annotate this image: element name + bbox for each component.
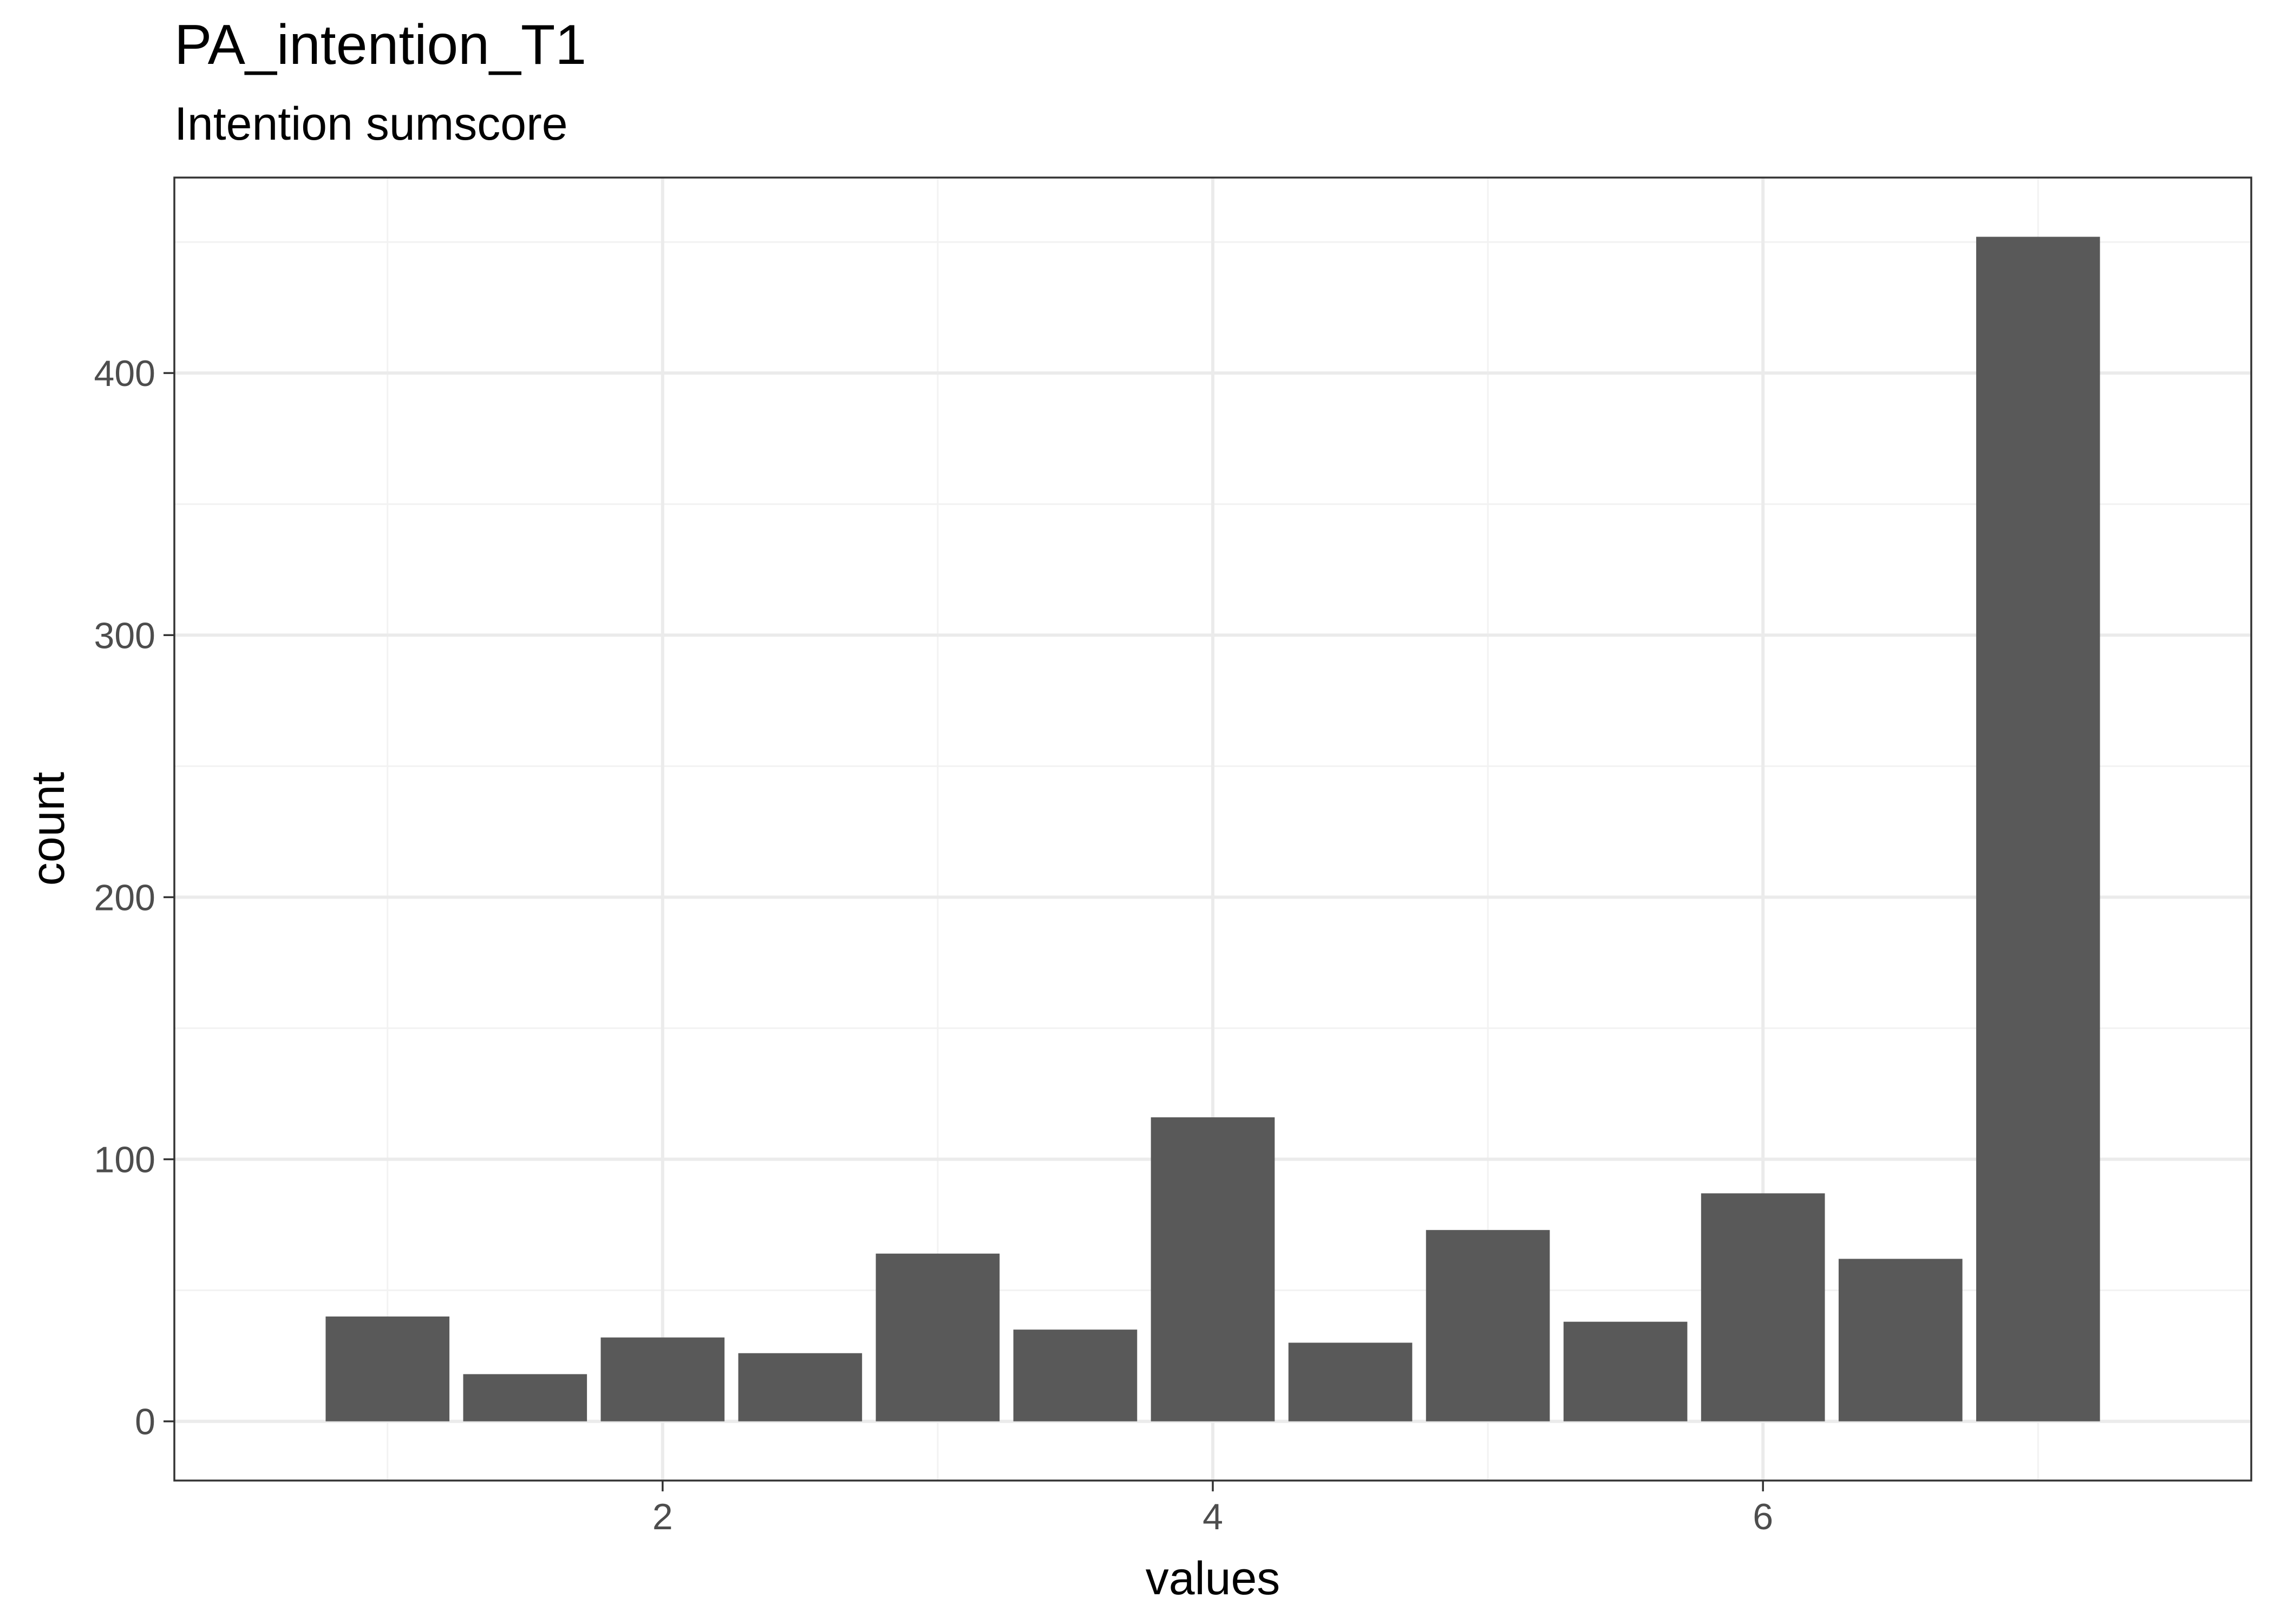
chart-title: PA_intention_T1 — [174, 14, 586, 76]
bar — [463, 1374, 587, 1422]
bar — [325, 1316, 450, 1422]
bar — [738, 1353, 862, 1422]
x-tick-label: 2 — [652, 1496, 673, 1537]
axis-ticks: 0 100 200 300 400 2 4 6 — [94, 353, 1774, 1537]
y-tick-label: 200 — [94, 877, 155, 918]
bar — [1426, 1230, 1550, 1422]
bar — [875, 1253, 1000, 1422]
x-tick-label: 6 — [1753, 1496, 1773, 1537]
y-tick-label: 300 — [94, 615, 155, 656]
y-tick-label: 100 — [94, 1139, 155, 1180]
bar — [1288, 1343, 1413, 1422]
chart-subtitle: Intention sumscore — [174, 98, 568, 150]
x-axis-title: values — [1146, 1553, 1280, 1605]
x-tick-label: 4 — [1203, 1496, 1223, 1537]
bar — [1976, 237, 2100, 1422]
y-tick-label: 400 — [94, 353, 155, 394]
bar — [1151, 1117, 1275, 1422]
bars — [325, 237, 2100, 1422]
bar — [1563, 1321, 1688, 1422]
y-tick-label: 0 — [135, 1402, 155, 1443]
bar — [1838, 1259, 1963, 1422]
bar — [1013, 1330, 1138, 1422]
bar — [1701, 1193, 1825, 1422]
bar — [600, 1337, 725, 1422]
y-axis-title: count — [22, 772, 74, 886]
